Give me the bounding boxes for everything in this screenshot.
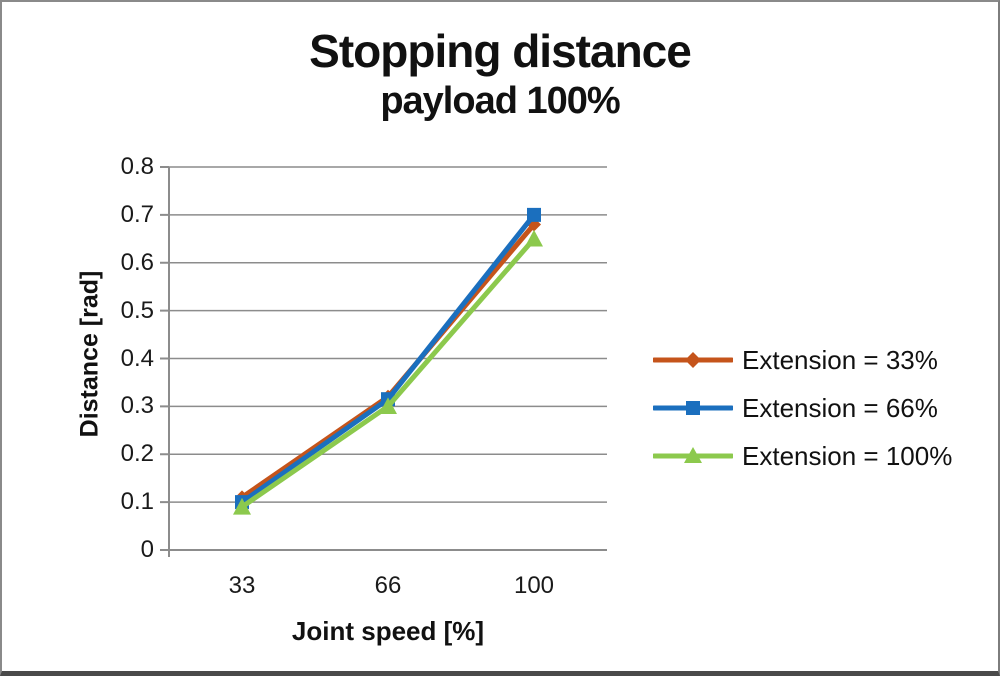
legend-label: Extension = 100% [742,440,953,471]
legend-entry: Extension = 100% [653,440,953,471]
x-tick-label: 66 [374,572,402,599]
y-tick-label: 0.3 [120,392,154,420]
legend-label: Extension = 66% [742,392,938,423]
y-tick-label: 0.8 [120,153,154,180]
legend-key-diamond-icon [653,352,733,368]
triangle-marker [379,397,397,415]
y-tick-label: 0.5 [120,296,154,324]
legend: Extension = 33% Extension = 66% Extension … [653,344,953,490]
x-tick-label: 33 [228,572,256,599]
chart-subtitle: payload 100% [380,80,620,122]
square-marker [527,207,541,222]
triangle-marker [525,229,543,247]
triangle-marker [233,497,251,515]
legend-entry: Extension = 33% [653,344,952,375]
y-tick-label: 0.7 [120,200,154,228]
legend-entry: Extension = 66% [653,392,952,423]
legend-label: Extension = 33% [742,344,938,375]
y-tick-label: 0.1 [120,488,154,516]
legend-key-triangle-icon [653,447,733,463]
y-tick-label: 0.4 [120,344,154,372]
y-tick-label: 0.6 [120,248,154,276]
x-axis-title: Joint speed [%] [291,616,485,646]
series-line [239,221,537,500]
x-tick-label: 100 [513,572,555,599]
y-tick-label: 0 [140,536,154,563]
chart-title: Stopping distance [309,25,692,77]
legend-key-square-icon [653,401,733,415]
y-tick-label: 0.2 [120,440,154,468]
